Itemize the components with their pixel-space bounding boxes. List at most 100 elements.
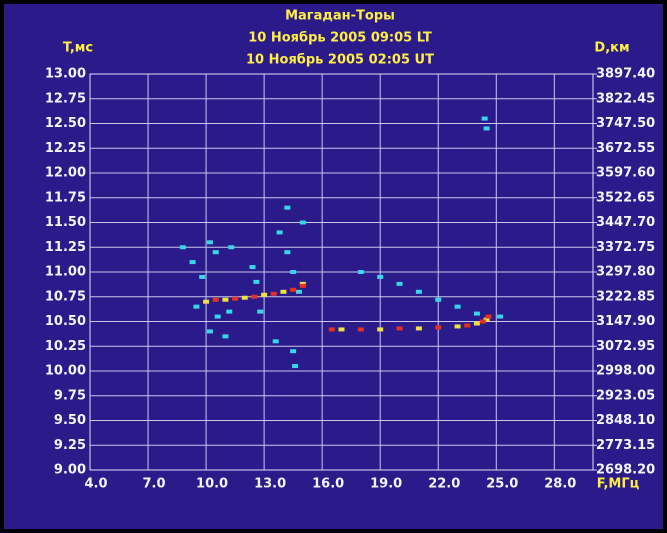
x-tick-label: 25.0 bbox=[486, 477, 518, 492]
echo-point bbox=[339, 327, 345, 331]
echo-point bbox=[228, 245, 234, 249]
y-tick-label: 13.00 bbox=[45, 67, 86, 82]
y2-tick-label: 3372.75 bbox=[596, 240, 655, 255]
y-tick-label: 9.50 bbox=[54, 413, 86, 428]
y2-tick-label: 3897.40 bbox=[596, 67, 655, 82]
y2-tick-label: 2773.15 bbox=[596, 438, 655, 453]
x-tick-label: 13.0 bbox=[254, 477, 286, 492]
y2-tick-label: 3522.65 bbox=[596, 190, 655, 205]
y2-tick-label: 3222.85 bbox=[596, 289, 655, 304]
echo-point bbox=[203, 300, 209, 304]
echo-point bbox=[253, 280, 259, 284]
echo-point bbox=[273, 339, 279, 343]
ionogram: Магадан-Торы 10 Ноябрь 2005 09:05 LT 10 … bbox=[0, 0, 667, 533]
echo-point bbox=[251, 295, 257, 299]
y2-tick-label: 3597.60 bbox=[596, 166, 655, 181]
y-axis-label: T,мс bbox=[63, 41, 93, 56]
echo-point bbox=[482, 117, 488, 121]
x-tick-label: 10.0 bbox=[196, 477, 228, 492]
echo-point bbox=[213, 298, 219, 302]
y2-tick-label: 2698.20 bbox=[596, 463, 655, 478]
echo-point bbox=[226, 310, 232, 314]
y2-tick-label: 3672.55 bbox=[596, 141, 655, 156]
y-tick-label: 12.25 bbox=[45, 141, 86, 156]
echo-point bbox=[213, 250, 219, 254]
echo-point bbox=[435, 298, 441, 302]
y-tick-label: 9.25 bbox=[54, 438, 86, 453]
y-tick-label: 10.50 bbox=[45, 314, 86, 329]
y-tick-label: 11.25 bbox=[45, 240, 86, 255]
y2-tick-label: 2923.05 bbox=[596, 388, 655, 403]
x-tick-label: 7.0 bbox=[143, 477, 166, 492]
subtitle: 10 Ноябрь 2005 02:05 UT bbox=[246, 53, 434, 68]
echo-point bbox=[397, 282, 403, 286]
echo-point bbox=[199, 275, 205, 279]
echo-point bbox=[261, 293, 267, 297]
echo-point bbox=[207, 329, 213, 333]
y-tick-label: 10.00 bbox=[45, 364, 86, 379]
echo-point bbox=[329, 327, 335, 331]
echo-point bbox=[435, 325, 441, 329]
y2-tick-label: 2998.00 bbox=[596, 364, 655, 379]
y-tick-label: 12.75 bbox=[45, 91, 86, 106]
echo-point bbox=[250, 265, 256, 269]
echo-point bbox=[277, 230, 283, 234]
echo-point bbox=[296, 290, 302, 294]
echo-point bbox=[280, 290, 286, 294]
y2-tick-label: 3447.70 bbox=[596, 215, 655, 230]
echo-point bbox=[271, 292, 277, 296]
echo-point bbox=[290, 349, 296, 353]
y2-tick-label: 3822.45 bbox=[596, 91, 655, 106]
echo-point bbox=[455, 305, 461, 309]
x-tick-label: 22.0 bbox=[428, 477, 460, 492]
y2-tick-label: 3147.90 bbox=[596, 314, 655, 329]
y-tick-label: 9.75 bbox=[54, 388, 86, 403]
x-axis-label: F,МГц bbox=[597, 477, 640, 492]
echo-point bbox=[300, 284, 306, 288]
x-tick-label: 28.0 bbox=[544, 477, 576, 492]
y-tick-label: 10.75 bbox=[45, 289, 86, 304]
echo-point bbox=[300, 221, 306, 225]
echo-point bbox=[377, 327, 383, 331]
echo-point bbox=[180, 245, 186, 249]
x-tick-label: 4.0 bbox=[84, 477, 107, 492]
y2-tick-label: 3072.95 bbox=[596, 339, 655, 354]
y-tick-label: 11.00 bbox=[45, 265, 86, 280]
x-tick-label: 16.0 bbox=[312, 477, 344, 492]
y-tick-label: 10.25 bbox=[45, 339, 86, 354]
echo-point bbox=[207, 240, 213, 244]
echo-point bbox=[292, 364, 298, 368]
echo-point bbox=[215, 315, 221, 319]
echo-point bbox=[222, 298, 228, 302]
background bbox=[4, 4, 663, 529]
chart-title: Магадан-Торы bbox=[285, 9, 395, 24]
echo-point bbox=[358, 270, 364, 274]
echo-point bbox=[416, 326, 422, 330]
subtitle: 10 Ноябрь 2005 09:05 LT bbox=[248, 31, 432, 46]
y-tick-label: 12.00 bbox=[45, 166, 86, 181]
echo-point bbox=[290, 288, 296, 292]
echo-point bbox=[474, 321, 480, 325]
echo-point bbox=[377, 275, 383, 279]
echo-point bbox=[284, 206, 290, 210]
echo-point bbox=[222, 334, 228, 338]
y2-tick-label: 2848.10 bbox=[596, 413, 655, 428]
y-tick-label: 12.50 bbox=[45, 116, 86, 131]
x-tick-label: 19.0 bbox=[370, 477, 402, 492]
echo-point bbox=[242, 296, 248, 300]
echo-point bbox=[480, 320, 486, 324]
y-tick-label: 9.00 bbox=[54, 463, 86, 478]
echo-point bbox=[416, 290, 422, 294]
echo-point bbox=[290, 270, 296, 274]
echo-point bbox=[190, 260, 196, 264]
echo-point bbox=[358, 327, 364, 331]
echo-point bbox=[284, 250, 290, 254]
echo-point bbox=[486, 315, 492, 319]
y2-axis-label: D,км bbox=[594, 41, 629, 56]
y2-tick-label: 3297.80 bbox=[596, 265, 655, 280]
echo-point bbox=[397, 326, 403, 330]
y-tick-label: 11.50 bbox=[45, 215, 86, 230]
echo-point bbox=[257, 310, 263, 314]
echo-point bbox=[484, 126, 490, 130]
echo-point bbox=[232, 297, 238, 301]
